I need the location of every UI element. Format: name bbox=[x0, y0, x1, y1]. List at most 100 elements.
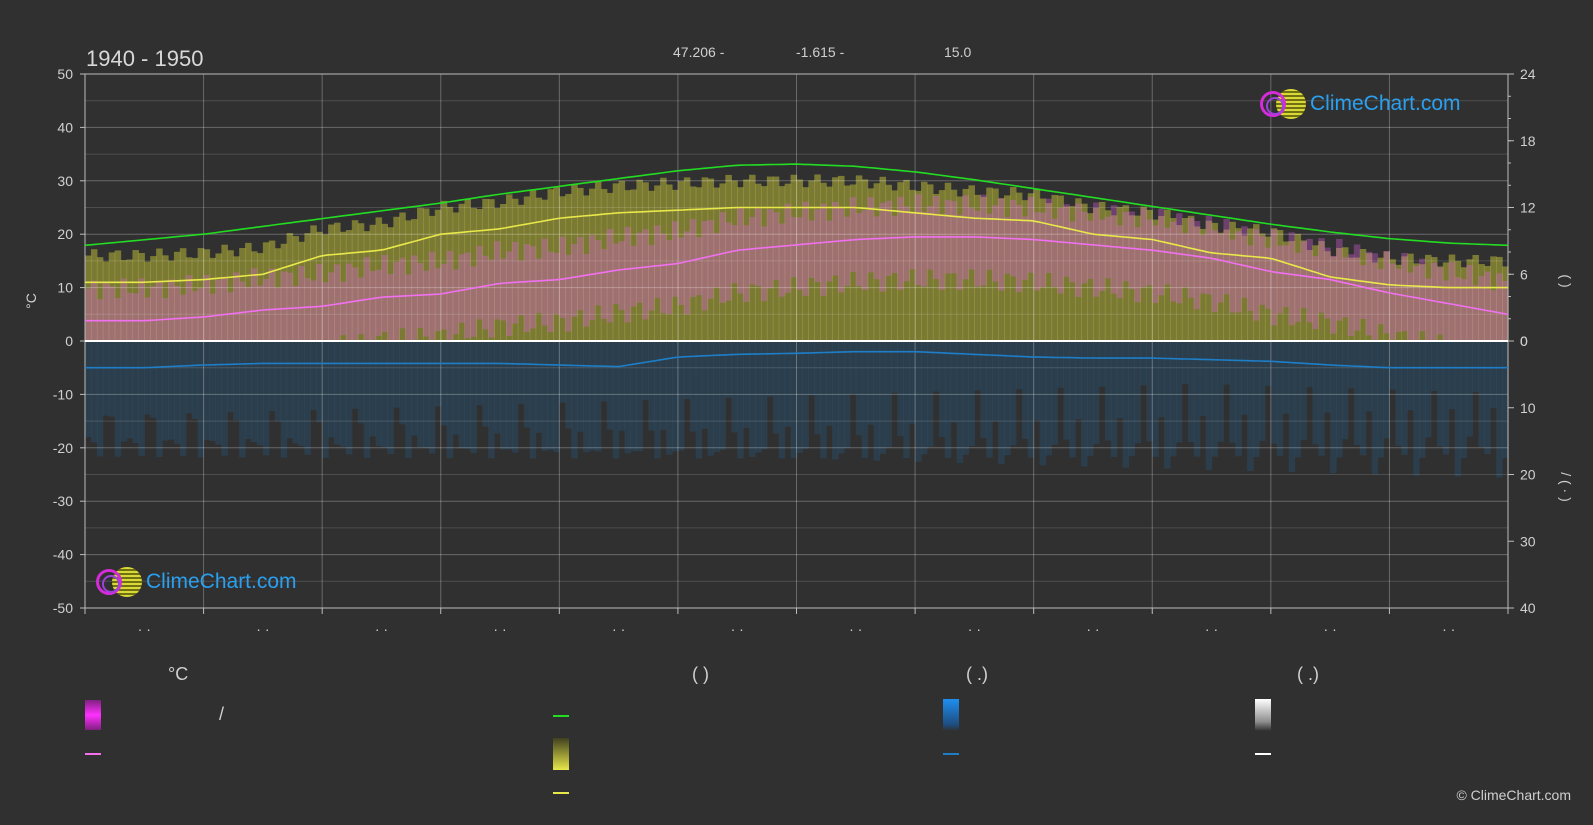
precipitation-band bbox=[583, 341, 590, 453]
sunshine-band bbox=[1502, 266, 1509, 341]
precipitation-band bbox=[126, 341, 134, 439]
temperature-range-band bbox=[820, 203, 827, 296]
precipitation-band bbox=[772, 341, 780, 434]
precipitation-band bbox=[689, 341, 697, 432]
y2-precip-tick-label: 0 bbox=[1520, 333, 1528, 349]
temperature-range-band bbox=[1092, 202, 1100, 297]
sunshine-band bbox=[1264, 236, 1272, 341]
sunshine-band bbox=[369, 224, 377, 341]
sunshine-band bbox=[891, 190, 898, 341]
precipitation-band bbox=[1312, 341, 1319, 445]
sunshine-band bbox=[417, 207, 424, 341]
sunshine-band bbox=[1181, 218, 1189, 341]
precipitation-band bbox=[1347, 341, 1355, 389]
temperature-range-band bbox=[915, 194, 922, 286]
sunshine-band bbox=[494, 208, 501, 341]
precipitation-band bbox=[743, 341, 750, 428]
sunshine-band bbox=[310, 225, 317, 341]
precipitation-band bbox=[1407, 341, 1414, 411]
temperature-range-band bbox=[1258, 236, 1266, 305]
sunshine-band bbox=[162, 255, 169, 341]
sunshine-band bbox=[1229, 221, 1236, 341]
precipitation-band bbox=[298, 341, 305, 446]
temperature-range-band bbox=[559, 236, 566, 318]
sunshine-band bbox=[120, 260, 128, 341]
precipitation-band bbox=[600, 341, 608, 402]
temperature-range-band bbox=[1276, 245, 1284, 314]
sunshine-band bbox=[707, 178, 715, 341]
sunshine-band bbox=[1223, 229, 1230, 341]
precipitation-band bbox=[760, 341, 768, 450]
precipitation-band bbox=[1383, 341, 1391, 439]
precipitation-band bbox=[505, 341, 513, 450]
x-tick-label: · · bbox=[375, 621, 388, 637]
temperature-range-band bbox=[1247, 245, 1254, 311]
temperature-range-band bbox=[1401, 252, 1408, 332]
precipitation-band bbox=[292, 341, 300, 444]
temperature-range-band bbox=[855, 212, 863, 287]
precipitation-band bbox=[286, 341, 294, 439]
sunshine-band bbox=[600, 189, 608, 341]
precipitation-band bbox=[150, 341, 157, 418]
sunshine-band bbox=[173, 251, 181, 341]
sunshine-band bbox=[998, 198, 1005, 341]
precipitation-band bbox=[1253, 341, 1260, 457]
precipitation-band bbox=[494, 341, 501, 434]
temperature-range-band bbox=[695, 237, 703, 296]
temperature-range-band bbox=[138, 278, 145, 341]
temperature-range-band bbox=[1057, 207, 1064, 294]
logo-ring-icon bbox=[96, 569, 122, 595]
legend-precip-swatch bbox=[943, 699, 959, 731]
precipitation-band bbox=[998, 341, 1005, 465]
temperature-range-band bbox=[381, 254, 388, 332]
y-tick-label: -40 bbox=[53, 547, 73, 563]
temperature-range-band bbox=[203, 274, 211, 341]
precipitation-band bbox=[1158, 341, 1165, 418]
sunshine-band bbox=[796, 179, 804, 341]
sunshine-band bbox=[944, 182, 952, 341]
precipitation-band bbox=[666, 341, 673, 455]
precipitation-band bbox=[1134, 341, 1141, 444]
y-tick-label: 40 bbox=[57, 119, 73, 135]
sunshine-band bbox=[1442, 262, 1450, 341]
sunshine-band bbox=[411, 219, 418, 341]
temperature-range-band bbox=[689, 219, 697, 297]
precipitation-band bbox=[482, 341, 489, 427]
temperature-range-band bbox=[1395, 268, 1402, 333]
precipitation-band bbox=[707, 341, 715, 456]
sunshine-band bbox=[749, 174, 756, 341]
sunshine-band bbox=[1472, 254, 1479, 341]
temperature-range-band bbox=[434, 268, 442, 332]
sunshine-band bbox=[849, 184, 857, 341]
temperature-range-band bbox=[624, 227, 632, 323]
temperature-range-band bbox=[683, 231, 691, 315]
sunshine-band bbox=[1033, 188, 1041, 341]
sunshine-band bbox=[612, 183, 620, 341]
precipitation-band bbox=[541, 341, 549, 451]
sunshine-band bbox=[583, 195, 590, 341]
temperature-range-band bbox=[393, 262, 400, 341]
temperature-range-band bbox=[144, 297, 151, 341]
sunshine-band bbox=[144, 261, 151, 341]
sunshine-band bbox=[1330, 256, 1337, 341]
sunshine-band bbox=[1039, 198, 1047, 341]
temperature-range-band bbox=[1116, 225, 1124, 298]
y2-lower-label: / ( · ) bbox=[1558, 472, 1574, 502]
temperature-range-band bbox=[1490, 290, 1497, 341]
sunshine-band bbox=[790, 174, 798, 341]
precipitation-band bbox=[369, 341, 377, 437]
x-tick-label: · · bbox=[138, 621, 151, 637]
temperature-range-band bbox=[500, 258, 507, 321]
precipitation-band bbox=[1353, 341, 1361, 446]
precipitation-band bbox=[1110, 341, 1118, 458]
sunshine-band bbox=[1021, 200, 1029, 341]
temperature-range-band bbox=[926, 206, 934, 270]
temperature-range-band bbox=[1027, 197, 1035, 273]
precipitation-band bbox=[1270, 341, 1278, 444]
y2-precip-tick-label: 10 bbox=[1520, 400, 1536, 416]
precipitation-band bbox=[1229, 341, 1236, 443]
y2-precip-tick-label: 30 bbox=[1520, 533, 1536, 549]
precipitation-band bbox=[1235, 341, 1242, 457]
temperature-range-band bbox=[1069, 221, 1076, 283]
y-tick-label: -50 bbox=[53, 600, 73, 616]
